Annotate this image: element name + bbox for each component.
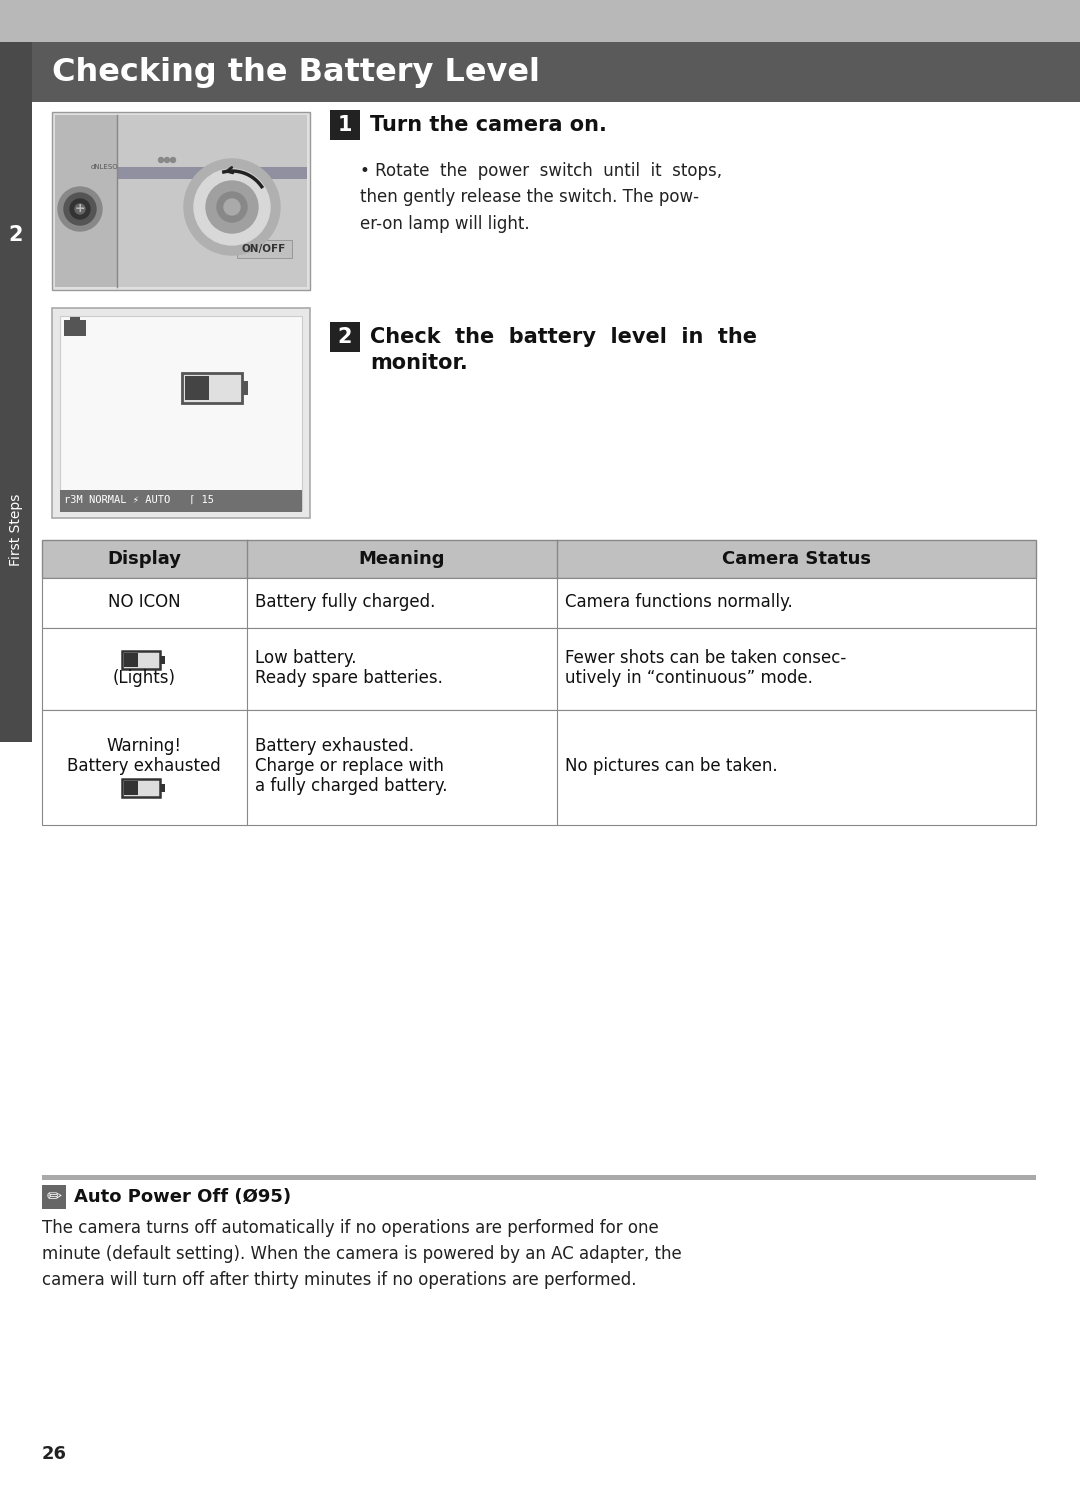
Circle shape [224,199,240,215]
Text: Camera functions normally.: Camera functions normally. [565,593,793,611]
Circle shape [206,181,258,233]
Bar [55,114,117,287]
Text: Check  the  battery  level  in  the
monitor.: Check the battery level in the monitor. [370,327,757,373]
Text: Charge or replace with: Charge or replace with [255,756,444,776]
Bar [330,110,360,140]
Text: Battery exhausted: Battery exhausted [67,756,221,776]
Text: Battery fully charged.: Battery fully charged. [255,593,435,611]
Bar [60,490,302,513]
Text: Checking the Battery Level: Checking the Battery Level [52,56,540,88]
Bar [183,373,242,403]
Text: Display: Display [107,550,181,568]
Text: +: + [75,202,85,215]
Text: 1: 1 [338,114,352,135]
Text: NO ICON: NO ICON [108,593,180,611]
Text: The camera turns off automatically if no operations are performed for one: The camera turns off automatically if no… [42,1219,659,1236]
Text: Meaning: Meaning [359,550,445,568]
Circle shape [58,187,102,230]
Text: First Steps: First Steps [9,493,23,566]
Bar [242,380,248,395]
Bar [55,114,307,287]
Text: r3M NORMAL ⚡ AUTO   ⌈ 15: r3M NORMAL ⚡ AUTO ⌈ 15 [64,495,214,505]
Bar [32,42,1080,103]
Text: utively in “continuous” mode.: utively in “continuous” mode. [565,669,813,687]
Text: • Rotate  the  power  switch  until  it  stops,
then gently release the switch. : • Rotate the power switch until it stops… [360,162,723,233]
Text: a fully charged battery.: a fully charged battery. [255,777,447,795]
Bar [0,42,32,742]
Circle shape [194,169,270,245]
Text: camera will turn off after thirty minutes if no operations are performed.: camera will turn off after thirty minute… [42,1271,636,1288]
Bar [42,629,1036,710]
Bar [237,241,292,259]
Circle shape [159,158,163,162]
Bar [122,651,160,669]
Text: Turn the camera on.: Turn the camera on. [370,114,607,135]
Bar [42,1175,1036,1180]
Bar [330,322,360,352]
Text: ✏: ✏ [46,1187,62,1207]
Circle shape [217,192,247,221]
Bar [42,578,1036,629]
Circle shape [70,199,90,218]
Bar [64,319,86,336]
Text: ON/OFF: ON/OFF [242,244,286,254]
Circle shape [75,204,85,214]
Bar [124,782,138,795]
Text: 2: 2 [338,327,352,348]
Text: Ready spare batteries.: Ready spare batteries. [255,669,443,687]
Text: Low battery.: Low battery. [255,649,356,667]
Bar [0,0,1080,42]
Bar [60,317,302,510]
Bar [117,166,307,178]
Bar [185,376,210,400]
Bar [122,779,160,796]
Circle shape [171,158,175,162]
Circle shape [164,158,170,162]
Bar [70,317,80,322]
Bar [160,655,165,664]
Text: 26: 26 [42,1444,67,1464]
Text: Auto Power Off (Ø95): Auto Power Off (Ø95) [75,1187,292,1207]
Bar [42,1184,66,1210]
Text: Warning!: Warning! [107,737,181,755]
Circle shape [184,159,280,256]
Bar [124,652,138,667]
Text: Fewer shots can be taken consec-: Fewer shots can be taken consec- [565,649,847,667]
Bar [42,539,1036,578]
Circle shape [64,193,96,224]
Bar [160,785,165,792]
Text: (Lights): (Lights) [112,669,175,687]
Text: dNLESO: dNLESO [91,163,118,169]
Bar [42,710,1036,825]
Text: No pictures can be taken.: No pictures can be taken. [565,756,778,776]
Text: Camera Status: Camera Status [721,550,870,568]
Text: Battery exhausted.: Battery exhausted. [255,737,414,755]
Text: minute (default setting). When the camera is powered by an AC adapter, the: minute (default setting). When the camer… [42,1245,681,1263]
Text: 2: 2 [9,224,24,245]
Bar [52,308,310,519]
Bar [52,111,310,290]
